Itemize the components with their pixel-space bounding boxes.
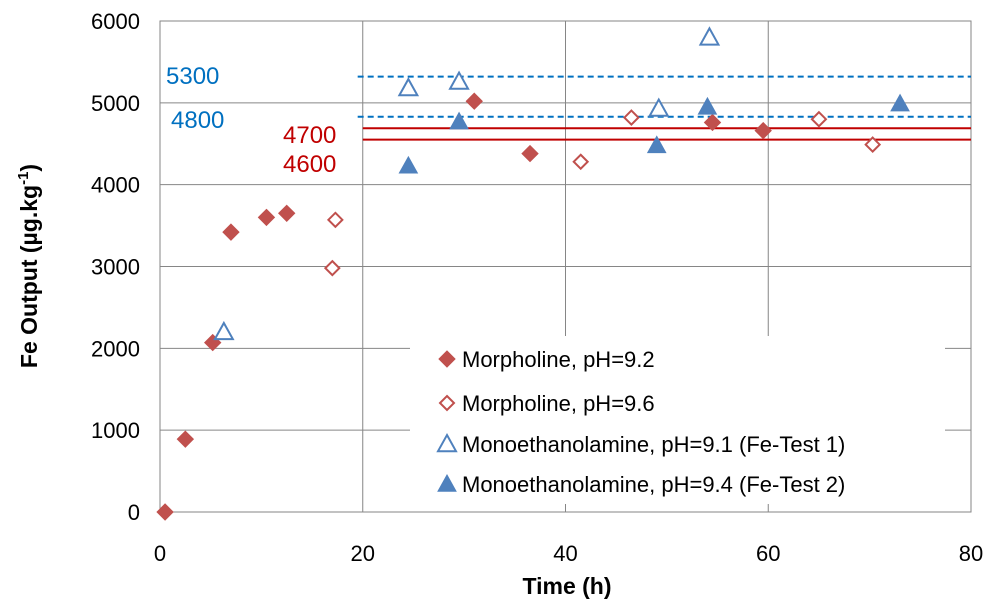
x-tick-label: 40 — [553, 541, 577, 566]
x-tick-label: 0 — [154, 541, 166, 566]
plot-area-border — [159, 20, 972, 513]
legend-marker-2 — [438, 394, 456, 412]
x-tick-label: 20 — [351, 541, 375, 566]
y-tick-label: 4000 — [91, 173, 140, 198]
data-point-s4-3 — [646, 135, 667, 154]
legend-marker-3 — [436, 432, 458, 453]
y-tick-label: 2000 — [91, 336, 140, 361]
legend-label-1: Morpholine, pH=9.2 — [462, 347, 655, 372]
data-point-s3-5 — [698, 26, 721, 46]
y-tick-label: 0 — [128, 500, 140, 525]
reference-label-4700: 4700 — [283, 122, 336, 149]
legend-box — [410, 336, 945, 504]
data-point-s2-2 — [326, 211, 344, 229]
data-point-s1-5 — [257, 208, 276, 227]
data-point-s1-4 — [222, 223, 240, 241]
legend: Morpholine, pH=9.2 Morpholine, pH=9.6 Mono… — [436, 347, 845, 497]
y-axis-ticks: 0 1000 2000 3000 4000 5000 6000 — [91, 9, 140, 525]
data-point-s2-5 — [810, 110, 828, 128]
data-point-s2-4 — [622, 109, 640, 126]
legend-label-4: Monoethanolamine, pH=9.4 (Fe-Test 2) — [462, 472, 845, 497]
reference-label-5300: 5300 — [166, 63, 219, 90]
y-tick-label: 1000 — [91, 418, 140, 443]
x-axis-ticks: 0 20 40 60 80 — [154, 541, 983, 566]
legend-label-2: Morpholine, pH=9.6 — [462, 391, 655, 416]
data-point-s1-1 — [156, 503, 174, 521]
legend-label-3: Monoethanolamine, pH=9.1 (Fe-Test 1) — [462, 432, 845, 457]
data-point-s4-2 — [449, 111, 469, 130]
y-tick-label: 5000 — [91, 91, 140, 116]
data-point-s1-6 — [278, 204, 296, 223]
data-point-s1-9 — [703, 113, 722, 132]
data-point-s4-1 — [398, 155, 419, 174]
legend-marker-1 — [438, 350, 456, 368]
x-axis-title: Time (h) — [522, 573, 611, 599]
data-point-s4-4 — [697, 96, 718, 115]
data-point-s3-1 — [213, 320, 235, 341]
data-point-s1-2 — [176, 430, 195, 448]
x-tick-label: 80 — [959, 541, 983, 566]
y-axis-title-main: Fe Output (µg.kg — [16, 185, 42, 368]
x-tick-label: 60 — [756, 541, 780, 566]
data-point-s3-2 — [397, 77, 420, 97]
data-point-s2-3 — [572, 153, 590, 171]
legend-marker-4 — [437, 473, 457, 492]
data-point-s4-5 — [890, 93, 910, 112]
data-point-s1-8 — [521, 144, 539, 163]
reference-label-4600: 4600 — [283, 151, 336, 178]
data-points — [156, 26, 910, 521]
reference-label-4800: 4800 — [171, 107, 224, 134]
y-tick-label: 6000 — [91, 9, 140, 34]
data-point-s1-10 — [754, 121, 772, 140]
y-tick-label: 3000 — [91, 255, 140, 280]
y-axis-title: Fe Output (µg.kg-1) — [15, 164, 42, 368]
data-point-s3-3 — [448, 70, 470, 90]
y-axis-title-close: ) — [16, 164, 42, 172]
data-point-s1-7 — [465, 92, 483, 110]
data-point-s2-6 — [864, 136, 882, 153]
y-axis-title-superscript: -1 — [15, 172, 32, 185]
data-point-s2-1 — [323, 259, 341, 277]
data-point-s3-4 — [648, 97, 670, 117]
